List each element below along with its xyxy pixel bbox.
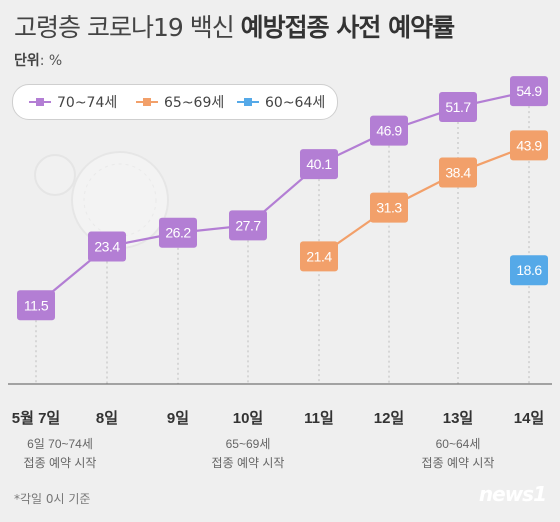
- data-point-marker: [88, 231, 126, 262]
- data-value: 31.3: [376, 200, 402, 216]
- data-point-marker: [510, 130, 548, 161]
- unit-label: 단위: %: [14, 50, 62, 70]
- annotation-text: 접종 예약 시작: [212, 455, 285, 470]
- data-label: 51.7: [439, 91, 477, 122]
- data-value: 26.2: [165, 225, 191, 241]
- data-label: 54.9: [510, 76, 548, 107]
- data-value: 11.5: [24, 297, 49, 313]
- x-tick-label: 14일: [514, 410, 545, 427]
- data-point-marker: [370, 115, 408, 146]
- data-point-marker: [17, 290, 55, 321]
- data-point-marker: [229, 210, 267, 241]
- x-tick-label: 11일: [304, 410, 334, 427]
- data-value: 21.4: [306, 248, 332, 264]
- annotation-text: 접종 예약 시작: [24, 455, 97, 470]
- legend-marker-65-69: [143, 98, 151, 106]
- data-label: 27.7: [229, 210, 267, 241]
- data-point-marker: [510, 76, 548, 107]
- data-point-marker: [300, 149, 338, 180]
- legend-marker-70-74: [36, 98, 44, 106]
- data-value: 18.6: [516, 262, 542, 278]
- data-point-marker: [510, 255, 548, 286]
- virus-small: [34, 154, 76, 196]
- data-value: 27.7: [235, 217, 261, 233]
- data-value: 40.1: [306, 156, 332, 172]
- data-label: 46.9: [370, 115, 408, 146]
- legend-item-60-64: 60~64세: [237, 85, 325, 119]
- data-label: 38.4: [439, 157, 477, 188]
- news1-logo: news1: [478, 482, 547, 506]
- legend-item-70-74: 70~74세: [29, 85, 117, 119]
- legend-label-65-69: 65~69세: [164, 95, 225, 111]
- data-labels: 11.5 23.4 26.2 27.7 40.1 46.9 51.7 54.9 21.4 31.3…: [17, 76, 548, 321]
- data-label: 21.4: [300, 241, 338, 272]
- x-axis: 5월 7일 8일 9일 10일 11일 12일 13일 14일: [8, 383, 552, 427]
- x-tick-label: 8일: [96, 410, 118, 427]
- data-point-marker: [370, 192, 408, 223]
- annotation-text: 6일 70~74세: [27, 437, 93, 451]
- data-value: 23.4: [94, 239, 120, 255]
- data-label: 18.6: [510, 255, 548, 286]
- data-label: 31.3: [370, 192, 408, 223]
- data-value: 43.9: [516, 137, 542, 153]
- footnote: *각일 0시 기준: [14, 492, 91, 506]
- title-light: 고령층 코로나19 백신: [14, 13, 235, 42]
- legend: 70~74세 65~69세 60~64세: [12, 84, 338, 120]
- legend-label-60-64: 60~64세: [265, 95, 326, 111]
- data-value: 54.9: [516, 83, 542, 99]
- legend-swatch-70-74: [29, 97, 51, 107]
- annotation-text: 65~69세: [226, 437, 271, 451]
- unit-value: : %: [39, 53, 63, 69]
- legend-swatch-65-69: [136, 97, 158, 107]
- x-tick-label: 5월 7일: [12, 410, 60, 427]
- data-value: 51.7: [445, 99, 471, 115]
- legend-marker-60-64: [244, 98, 252, 106]
- x-tick-label: 10일: [233, 410, 264, 427]
- series-line: [318, 144, 530, 258]
- data-point-marker: [439, 91, 477, 122]
- legend-item-65-69: 65~69세: [136, 85, 224, 119]
- annotation-text: 60~64세: [436, 437, 481, 451]
- data-value: 46.9: [376, 123, 402, 139]
- data-label: 43.9: [510, 130, 548, 161]
- chart-title: 고령층 코로나19 백신 예방접종 사전 예약률: [14, 8, 455, 44]
- data-value: 38.4: [445, 165, 471, 181]
- title-bold: 예방접종 사전 예약률: [240, 13, 455, 42]
- grid-lines: [35, 91, 530, 384]
- unit-key: 단위: [14, 53, 40, 69]
- virus-decoration: [34, 151, 169, 249]
- data-point-marker: [300, 241, 338, 272]
- data-label: 26.2: [159, 217, 197, 248]
- data-point-marker: [439, 157, 477, 188]
- x-tick-label: 13일: [443, 410, 474, 427]
- x-tick-label: 9일: [167, 410, 189, 427]
- legend-swatch-60-64: [237, 97, 259, 107]
- annotation-text: 접종 예약 시작: [422, 455, 495, 470]
- data-point-marker: [159, 217, 197, 248]
- data-label: 23.4: [88, 231, 126, 262]
- data-label: 40.1: [300, 149, 338, 180]
- x-tick-label: 12일: [374, 410, 405, 427]
- legend-label-70-74: 70~74세: [57, 95, 118, 111]
- data-label: 11.5: [17, 290, 55, 321]
